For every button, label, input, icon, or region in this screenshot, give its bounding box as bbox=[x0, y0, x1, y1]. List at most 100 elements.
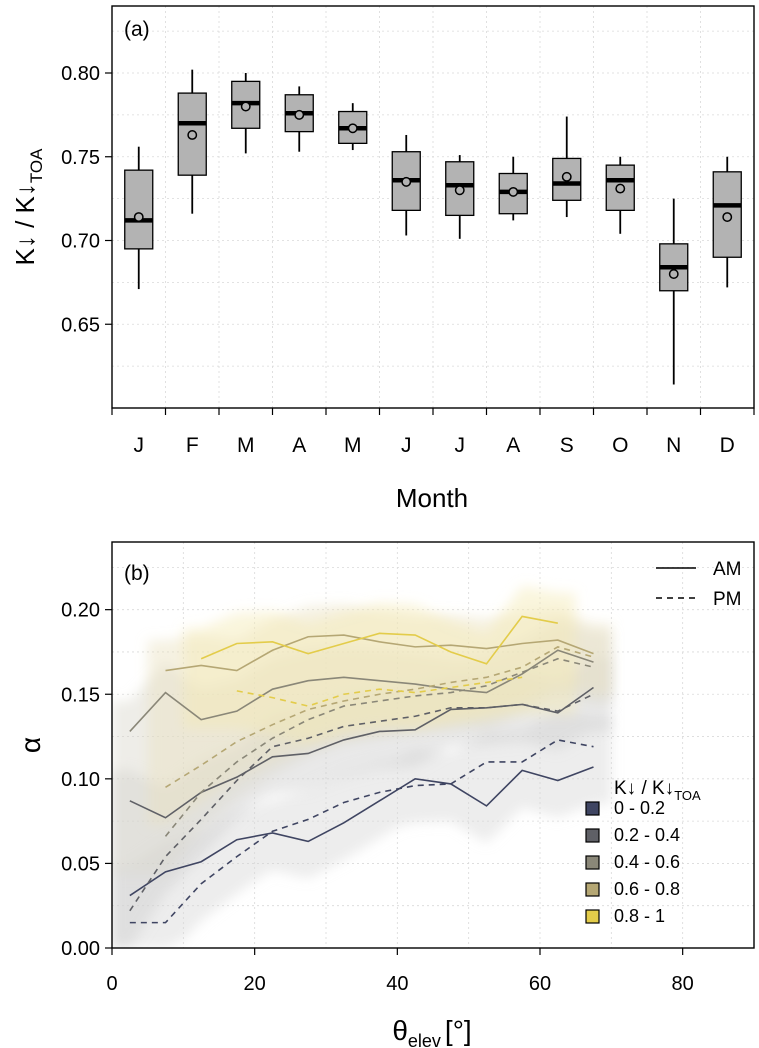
panel-b-frame bbox=[111, 541, 755, 949]
box-8 bbox=[498, 156, 528, 221]
box-11 bbox=[659, 198, 689, 385]
box-iqr bbox=[552, 157, 582, 201]
panel-a-x-tick-label: J bbox=[401, 434, 412, 457]
legend-am-label: AM bbox=[713, 559, 742, 580]
panel-b-y-tick-label: 0.20 bbox=[61, 600, 100, 622]
density-band-5 bbox=[183, 585, 576, 744]
legend-fill-swatch bbox=[585, 909, 600, 924]
box-mean-point bbox=[347, 123, 358, 134]
panel-b-x-axis-title: θelev [°] bbox=[392, 1015, 471, 1048]
legend-fill-title: K↓ / K↓TOA bbox=[614, 778, 701, 803]
panel-b-y-tick-label: 0.15 bbox=[61, 684, 100, 706]
panel-b-x-tick-label: 40 bbox=[386, 973, 408, 995]
box-6 bbox=[391, 134, 421, 236]
series-line-pm bbox=[236, 676, 523, 707]
panel-a-x-tick-label: D bbox=[720, 434, 735, 457]
box-mean-point bbox=[240, 101, 251, 112]
panel-a-y-tick-label: 0.70 bbox=[61, 231, 100, 253]
panel-a-x-tick-label: O bbox=[612, 434, 628, 457]
box-10 bbox=[605, 156, 635, 234]
box-mean-point bbox=[668, 269, 679, 279]
panel-b-x-axis-title-sub: elev bbox=[408, 1031, 441, 1048]
legend-fill-label: 0.2 - 0.4 bbox=[614, 825, 680, 845]
series-5 bbox=[200, 615, 558, 707]
box-7 bbox=[445, 155, 475, 239]
panel-a-y-tick-label: 0.65 bbox=[61, 314, 100, 336]
panel-a-y-tick-label: 0.80 bbox=[61, 63, 100, 85]
box-1 bbox=[124, 146, 154, 290]
panel-a-x-tick-label: F bbox=[186, 434, 199, 457]
box-2 bbox=[177, 69, 207, 214]
legend-fill-swatch bbox=[585, 801, 600, 816]
box-mean-point bbox=[401, 176, 412, 187]
panel-a-y-tick-label: 0.75 bbox=[61, 147, 100, 169]
series-line-pm bbox=[129, 739, 594, 924]
panel-b-x-axis-title-unit: [°] bbox=[445, 1015, 472, 1046]
box-mean-point bbox=[454, 185, 465, 196]
panel-b-y-axis-title: α bbox=[15, 737, 46, 753]
legend-fill-label: 0.8 - 1 bbox=[614, 906, 665, 926]
series-line-am bbox=[129, 649, 594, 733]
panel-b-x-tick-label: 0 bbox=[106, 973, 117, 995]
legend-fill-swatch bbox=[585, 855, 600, 870]
legend-fill-swatch bbox=[585, 882, 600, 897]
series-4 bbox=[165, 634, 594, 788]
panel-b-x-axis-title-main: θ bbox=[392, 1015, 408, 1046]
box-9 bbox=[552, 116, 582, 218]
panel-a-x-tick-label: M bbox=[344, 434, 362, 457]
panel-a-x-tick-label: N bbox=[666, 434, 681, 457]
panel-a-label: (a) bbox=[124, 18, 150, 41]
series-2 bbox=[129, 686, 594, 912]
legend-fill-swatch bbox=[585, 828, 600, 843]
box-mean-point bbox=[615, 183, 626, 194]
series-line-pm bbox=[164, 657, 594, 837]
series-line-pm bbox=[165, 646, 594, 788]
series-line-am bbox=[200, 615, 558, 665]
panel-a-x-tick-label: A bbox=[292, 434, 306, 457]
panel-b-label: (b) bbox=[124, 562, 150, 585]
panel-a-y-axis: 0.65 0.70 0.75 0.80 bbox=[61, 63, 112, 336]
panel-b: (b) 0.00 0.05 0.10 0.15 0.20 0 20 40 60 80 θelev… bbox=[15, 541, 755, 1048]
panel-a-x-tick-label: M bbox=[237, 434, 255, 457]
box-mean-point bbox=[561, 171, 572, 182]
panel-a-x-tick-label: A bbox=[506, 434, 520, 457]
panel-b-y-tick-label: 0.10 bbox=[61, 769, 100, 791]
panel-b-density-shading bbox=[112, 585, 612, 948]
box-3 bbox=[231, 73, 261, 154]
legend-fill-label: 0.4 - 0.6 bbox=[614, 852, 680, 872]
panel-b-lines bbox=[129, 615, 594, 924]
series-line-am bbox=[165, 634, 594, 672]
legend-linetype: AM PM bbox=[656, 559, 742, 610]
box-4 bbox=[284, 86, 314, 152]
box-12 bbox=[712, 156, 742, 288]
legend-fill: K↓ / K↓TOA 0 - 0.2 0.2 - 0.4 0.4 - 0.6 0.6 … bbox=[585, 778, 701, 926]
box-mean-point bbox=[294, 109, 305, 120]
box-iqr bbox=[124, 169, 154, 250]
box-mean-point bbox=[508, 186, 519, 197]
legend-fill-title-main: K↓ / K↓ bbox=[614, 778, 674, 799]
panel-a-y-axis-title-sub: TOA bbox=[27, 148, 46, 183]
density-band-1 bbox=[112, 709, 612, 948]
panel-b-x-tick-label: 80 bbox=[672, 973, 694, 995]
legend-pm-label: PM bbox=[713, 589, 742, 610]
box-5 bbox=[338, 103, 368, 151]
box-mean-point bbox=[133, 212, 144, 223]
panel-a-boxes bbox=[124, 69, 742, 385]
panel-a-x-tick-label: J bbox=[455, 434, 466, 457]
panel-a-x-tick-label: J bbox=[134, 434, 145, 457]
box-mean-point bbox=[722, 212, 733, 223]
panel-b-y-axis: 0.00 0.05 0.10 0.15 0.20 bbox=[61, 600, 112, 960]
series-3 bbox=[129, 649, 594, 837]
panel-a-y-axis-title: K↓ / K↓TOA bbox=[10, 148, 46, 266]
panel-a-x-axis-title: Month bbox=[396, 483, 468, 513]
panel-a-y-axis-title-main: K↓ / K↓ bbox=[10, 183, 40, 265]
panel-b-y-tick-label: 0.05 bbox=[61, 853, 100, 875]
legend-fill-label: 0 - 0.2 bbox=[614, 798, 665, 818]
series-line-am bbox=[129, 766, 594, 897]
series-line-pm bbox=[129, 693, 594, 912]
panel-b-y-tick-label: 0.00 bbox=[61, 938, 100, 960]
legend-fill-label: 0.6 - 0.8 bbox=[614, 879, 680, 899]
